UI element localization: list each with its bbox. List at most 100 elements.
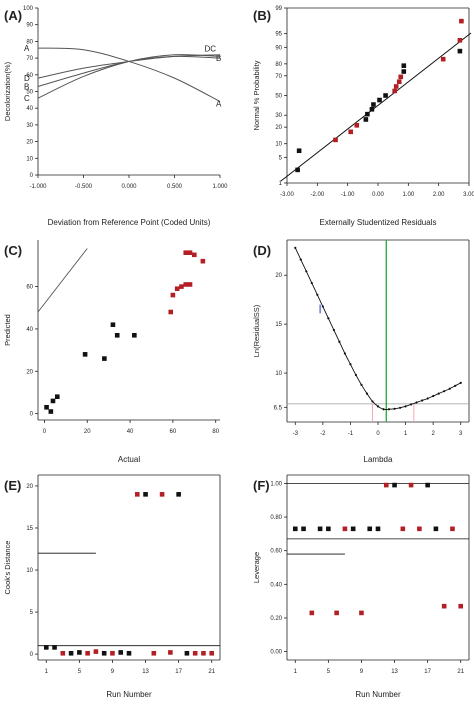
y-tick-label: 15	[275, 322, 282, 328]
x-tick-label: 2	[431, 431, 435, 437]
cooks-point	[184, 650, 190, 656]
panel-label: (C)	[4, 243, 22, 258]
leverage-point	[359, 610, 364, 616]
x-tick-label: 0.500	[167, 184, 183, 190]
prediction-point	[44, 404, 49, 410]
cooks-point	[101, 650, 107, 656]
y-tick-label: 70	[275, 74, 282, 80]
x-tick-label: -3	[293, 431, 299, 437]
x-tick-label: -1.000	[29, 184, 47, 190]
x-axis-title: Run Number	[106, 690, 152, 699]
y-tick-label: 15	[26, 526, 33, 532]
cooks-point	[85, 650, 90, 656]
x-tick-label: 0.000	[121, 184, 137, 190]
prediction-point	[170, 292, 176, 298]
prediction-point	[187, 250, 193, 256]
curve-point	[376, 405, 380, 408]
curve-point	[393, 407, 396, 410]
y-tick-label: 5	[279, 155, 283, 161]
curve-point	[432, 394, 435, 398]
curve-point	[443, 390, 446, 393]
residual-point	[296, 148, 302, 154]
residual-point	[393, 84, 399, 89]
x-tick-label: 5	[327, 669, 331, 675]
leverage-point	[326, 526, 331, 532]
cooks-point	[68, 650, 74, 656]
series-line-d	[37, 54, 221, 79]
residual-point	[363, 117, 369, 122]
x-tick-label: 2.00	[433, 192, 445, 198]
leverage-point	[292, 526, 298, 532]
panel-a-perturbation-plot: (A) -1.000 -0.500 0.000 0.500 1.000 0 10 20 30 40 5…	[3, 6, 228, 227]
prediction-point	[110, 322, 116, 328]
x-tick-label: 3	[459, 431, 463, 437]
y-axis-title: Decolorization(%)	[3, 61, 12, 121]
y-tick-label: 6.5	[274, 405, 283, 411]
leverage-point	[400, 526, 406, 532]
cooks-point	[60, 650, 66, 656]
series-label-right-dc: DC	[205, 44, 217, 53]
series-label-left-c: C	[24, 94, 30, 103]
prediction-point	[174, 286, 180, 292]
y-tick-label: 0	[30, 173, 34, 179]
panel-label: (D)	[253, 243, 271, 258]
curve-point	[354, 373, 358, 377]
x-tick-label: 20	[84, 429, 91, 435]
y-tick-label: 99	[275, 6, 282, 12]
residual-point	[401, 63, 407, 68]
residual-point	[401, 69, 407, 74]
leverage-point	[342, 526, 348, 532]
y-tick-label: 0.00	[270, 650, 282, 656]
leverage-point	[350, 526, 356, 532]
cooks-point	[118, 650, 124, 655]
residual-point	[457, 48, 463, 54]
curve-point	[321, 305, 324, 308]
cooks-point	[159, 492, 165, 497]
y-tick-label: 20	[26, 140, 33, 146]
x-tick-label: 13	[142, 669, 149, 675]
x-axis-title: Deviation from Reference Point (Coded Un…	[48, 218, 211, 227]
y-tick-label: 80	[275, 62, 282, 68]
curve-point	[332, 328, 335, 332]
y-tick-label: 0.60	[270, 549, 282, 555]
curve-point	[459, 381, 462, 384]
curve-point	[404, 405, 407, 408]
curve-point	[310, 281, 313, 285]
y-tick-label: 0.40	[270, 582, 282, 588]
panel-f-leverage: (F) 1 5 9 13 17 21 0.00 0.20 0.40 0.60 0.80 1.00 Run …	[252, 474, 470, 699]
curve-point	[426, 397, 429, 400]
y-tick-label: 0.80	[270, 515, 282, 521]
curve-point	[371, 400, 374, 403]
x-axis-title: Run Number	[355, 690, 401, 699]
leverage-point	[317, 526, 323, 532]
y-tick-label: 30	[26, 123, 33, 129]
panel-d-box-cox: (D) -3 -2 -1 0 1 2 3 6.5 10 15 20 Lambda Ln(ResidualS…	[252, 239, 470, 464]
y-axis-title: Leverage	[252, 552, 261, 583]
curve-point	[349, 363, 352, 366]
leverage-point	[309, 610, 315, 616]
curve-point	[365, 392, 369, 395]
prediction-point	[200, 258, 206, 264]
y-tick-label: 40	[26, 327, 33, 333]
curve-point	[448, 387, 451, 390]
x-tick-label: 3.00	[463, 192, 474, 198]
curve-point	[327, 317, 330, 320]
x-tick-label: -3.00	[280, 192, 294, 198]
x-tick-label: 1	[294, 669, 298, 675]
x-tick-label: 80	[212, 429, 219, 435]
series-label-right-b: B	[216, 54, 221, 63]
series-label-left-b: B	[24, 82, 29, 91]
prediction-point	[183, 282, 189, 287]
x-tick-label: -2	[320, 431, 326, 437]
cooks-point	[43, 645, 49, 650]
x-tick-label: 21	[457, 669, 464, 675]
residual-point	[371, 102, 376, 107]
residual-point	[459, 18, 464, 24]
leverage-point	[425, 482, 430, 488]
x-axis-title: Actual	[118, 455, 140, 464]
y-tick-label: 70	[26, 56, 33, 62]
residual-point	[295, 167, 300, 173]
leverage-point	[417, 526, 422, 532]
curve-point	[316, 293, 319, 296]
curve-point	[437, 392, 440, 395]
